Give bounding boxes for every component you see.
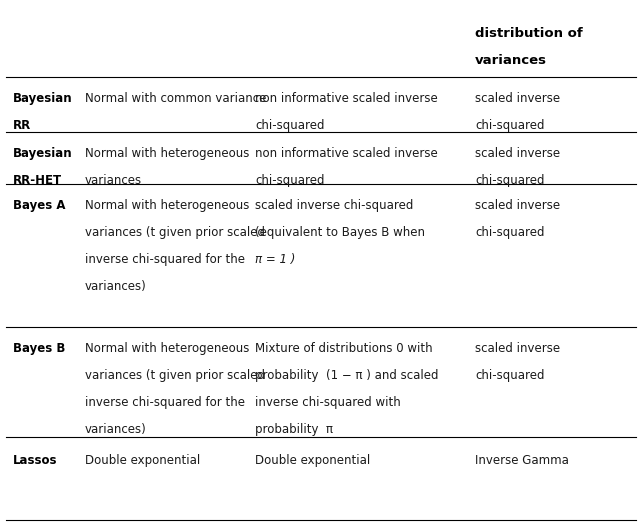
- Text: chi-squared: chi-squared: [255, 119, 324, 132]
- Text: inverse chi-squared for the: inverse chi-squared for the: [85, 396, 245, 409]
- Text: variances): variances): [85, 423, 147, 436]
- Text: variances: variances: [85, 174, 142, 187]
- Text: distribution of: distribution of: [475, 27, 583, 40]
- Text: RR: RR: [13, 119, 31, 132]
- Text: variances (t given prior scaled: variances (t given prior scaled: [85, 369, 265, 382]
- Text: RR-HET: RR-HET: [13, 174, 62, 187]
- Text: non informative scaled inverse: non informative scaled inverse: [255, 147, 438, 160]
- Text: probability  π: probability π: [255, 423, 333, 436]
- Text: chi-squared: chi-squared: [475, 174, 544, 187]
- Text: Bayes B: Bayes B: [13, 342, 65, 355]
- Text: probability  (1 − π ) and scaled: probability (1 − π ) and scaled: [255, 369, 438, 382]
- Text: variances (t given prior scaled: variances (t given prior scaled: [85, 226, 265, 239]
- Text: Normal with heterogeneous: Normal with heterogeneous: [85, 342, 249, 355]
- Text: Double exponential: Double exponential: [255, 454, 370, 467]
- Text: scaled inverse: scaled inverse: [475, 147, 560, 160]
- Text: (equivalent to Bayes B when: (equivalent to Bayes B when: [255, 226, 425, 239]
- Text: variances): variances): [85, 280, 147, 293]
- Text: scaled inverse: scaled inverse: [475, 199, 560, 212]
- Text: Normal with common variance: Normal with common variance: [85, 92, 266, 105]
- Text: scaled inverse: scaled inverse: [475, 342, 560, 355]
- Text: chi-squared: chi-squared: [475, 369, 544, 382]
- Text: Double exponential: Double exponential: [85, 454, 200, 467]
- Text: chi-squared: chi-squared: [475, 119, 544, 132]
- Text: chi-squared: chi-squared: [255, 174, 324, 187]
- Text: Inverse Gamma: Inverse Gamma: [475, 454, 569, 467]
- Text: Bayes A: Bayes A: [13, 199, 65, 212]
- Text: Bayesian: Bayesian: [13, 147, 73, 160]
- Text: scaled inverse chi-squared: scaled inverse chi-squared: [255, 199, 413, 212]
- Text: scaled inverse: scaled inverse: [475, 92, 560, 105]
- Text: π = 1 ): π = 1 ): [255, 253, 295, 266]
- Text: inverse chi-squared for the: inverse chi-squared for the: [85, 253, 245, 266]
- Text: Normal with heterogeneous: Normal with heterogeneous: [85, 147, 249, 160]
- Text: Mixture of distributions 0 with: Mixture of distributions 0 with: [255, 342, 433, 355]
- Text: Normal with heterogeneous: Normal with heterogeneous: [85, 199, 249, 212]
- Text: variances: variances: [475, 54, 547, 67]
- Text: non informative scaled inverse: non informative scaled inverse: [255, 92, 438, 105]
- Text: inverse chi-squared with: inverse chi-squared with: [255, 396, 401, 409]
- Text: chi-squared: chi-squared: [475, 226, 544, 239]
- Text: Lassos: Lassos: [13, 454, 58, 467]
- Text: Bayesian: Bayesian: [13, 92, 73, 105]
